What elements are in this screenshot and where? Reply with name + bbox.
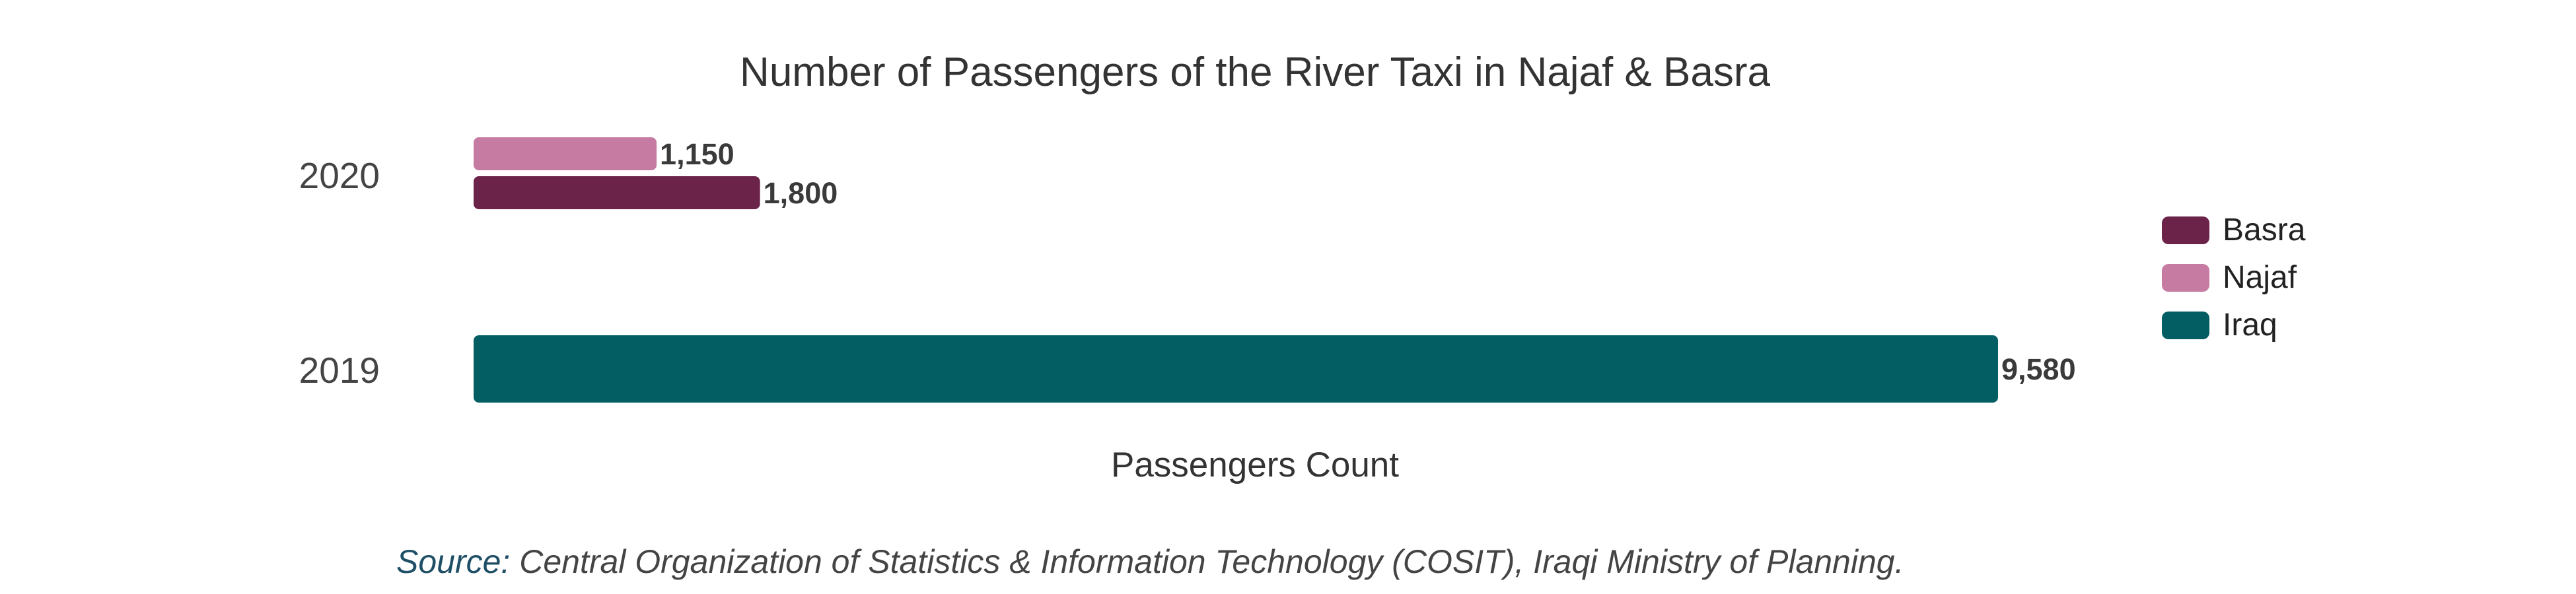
bar-iraq-2019 [474, 335, 1998, 403]
legend: Basra Najaf Iraq [2162, 213, 2306, 343]
data-label: 1,800 [764, 176, 838, 210]
y-tick-label: 2020 [299, 155, 380, 196]
data-label: 9,580 [2001, 352, 2076, 386]
bars-group: 1,150 1,800 9,580 [474, 137, 2076, 403]
x-axis-label: Passengers Count [1111, 446, 1399, 484]
source-text: Central Organization of Statistics & Inf… [510, 543, 1904, 580]
bar-basra-2020 [474, 176, 760, 209]
legend-label-iraq: Iraq [2223, 308, 2277, 343]
legend-swatch-basra [2162, 216, 2209, 244]
data-label: 1,150 [660, 137, 734, 171]
bar-chart: Number of Passengers of the River Taxi i… [299, 50, 2306, 484]
source-note: Source: Central Organization of Statisti… [396, 543, 1904, 581]
legend-label-najaf: Najaf [2223, 260, 2297, 295]
chart-title: Number of Passengers of the River Taxi i… [740, 50, 1770, 95]
legend-label-basra: Basra [2223, 213, 2306, 248]
legend-swatch-iraq [2162, 312, 2209, 339]
bar-najaf-2020 [474, 137, 657, 170]
legend-swatch-najaf [2162, 264, 2209, 292]
source-label: Source: [396, 543, 511, 580]
y-tick-labels: 2020 2019 [299, 155, 380, 391]
y-tick-label: 2019 [299, 350, 380, 391]
